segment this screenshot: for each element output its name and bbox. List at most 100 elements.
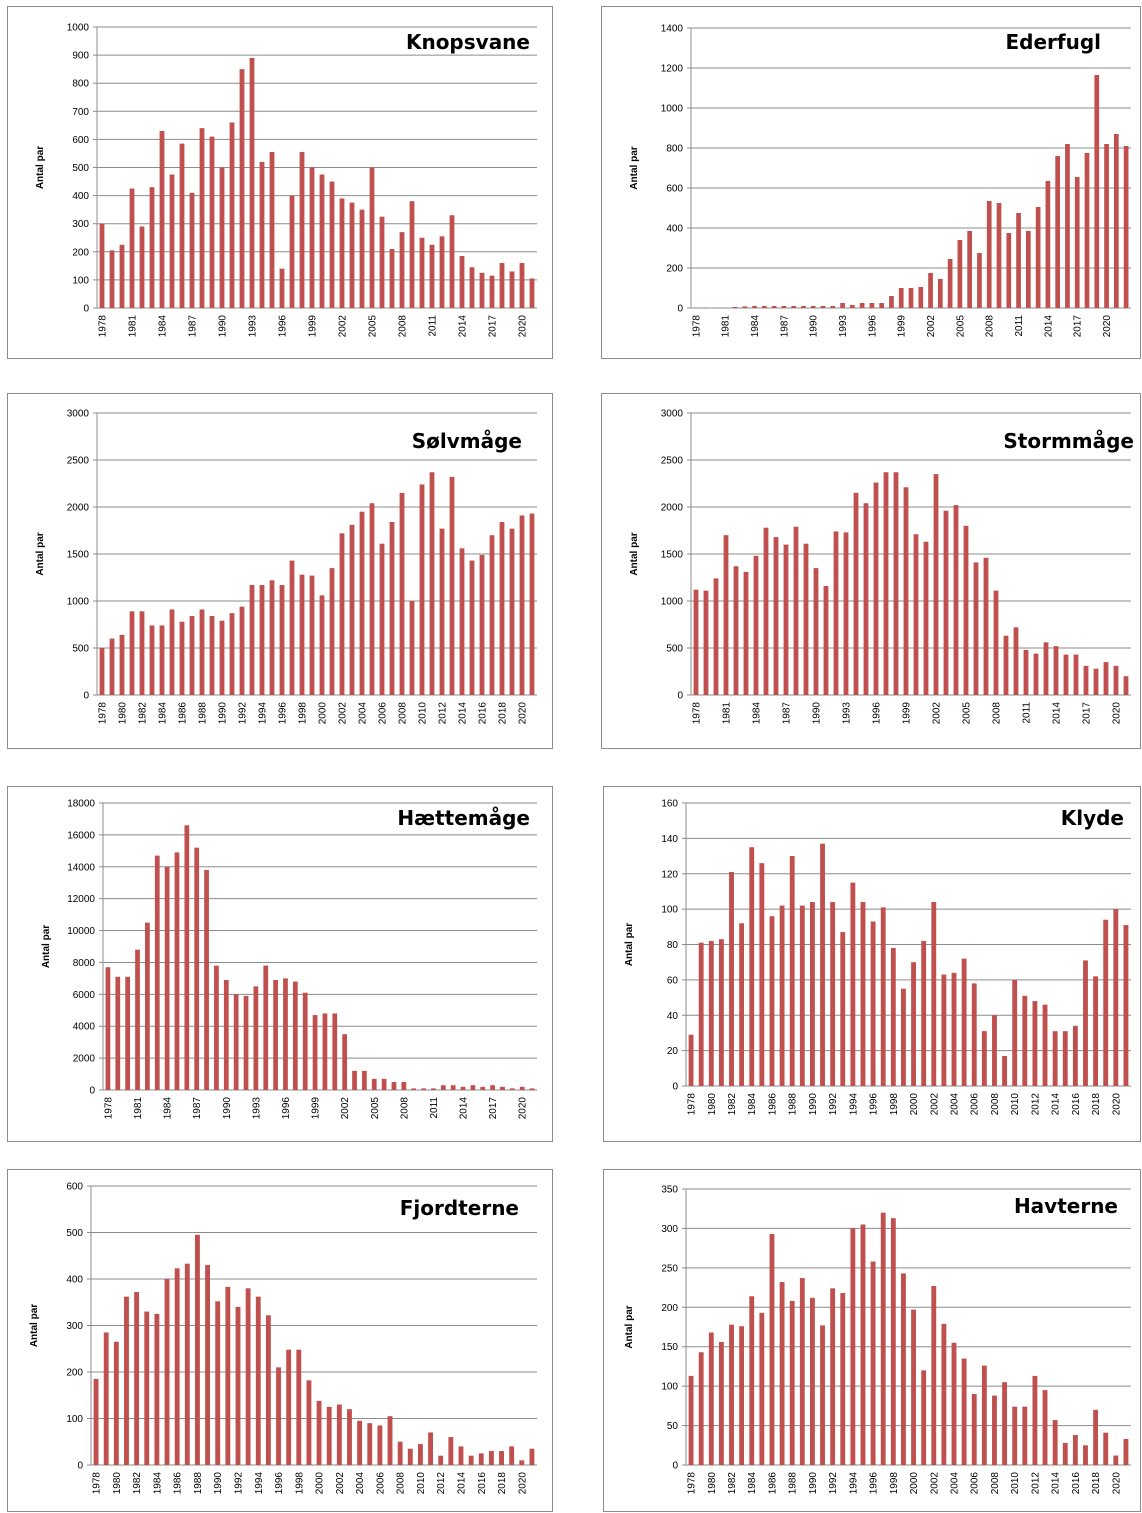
bar-knopsvane-2016 bbox=[480, 273, 485, 308]
bar-solvmage-2001 bbox=[330, 568, 335, 695]
y-tick-label: 100 bbox=[66, 1414, 83, 1425]
x-tick-label: 1980 bbox=[112, 1472, 123, 1495]
x-tick-label: 2010 bbox=[416, 1472, 427, 1495]
bar-havterne-1985 bbox=[759, 1313, 764, 1465]
bar-ederfugl-2022 bbox=[1124, 146, 1129, 308]
bar-fjordterne-1979 bbox=[104, 1332, 109, 1465]
chart-title: Hættemåge bbox=[397, 806, 530, 830]
x-tick-label: 1996 bbox=[872, 702, 883, 725]
x-tick-label: 1993 bbox=[838, 315, 849, 338]
bar-solvmage-1990 bbox=[220, 621, 225, 695]
bar-ederfugl-1990 bbox=[811, 306, 816, 308]
x-tick-label: 2004 bbox=[950, 1472, 961, 1495]
bar-stormmage-1988 bbox=[794, 527, 799, 695]
bar-knopsvane-2012 bbox=[440, 236, 445, 308]
y-tick-label: 50 bbox=[667, 1421, 679, 1432]
bar-knopsvane-2021 bbox=[530, 278, 535, 308]
bar-ederfugl-2015 bbox=[1055, 156, 1060, 308]
bar-ederfugl-1994 bbox=[850, 305, 855, 308]
x-tick-label: 2014 bbox=[1051, 1472, 1062, 1495]
x-tick-label: 1996 bbox=[278, 315, 289, 338]
bar-klyde-1996 bbox=[871, 922, 876, 1086]
x-tick-label: 1994 bbox=[254, 1472, 265, 1495]
bar-fjordterne-1989 bbox=[205, 1265, 210, 1465]
y-tick-label: 500 bbox=[666, 644, 683, 655]
bar-stormmage-2014 bbox=[1054, 646, 1059, 695]
bar-solvmage-2011 bbox=[430, 472, 435, 695]
y-axis-title: Antal par bbox=[624, 923, 635, 966]
bar-ederfugl-2019 bbox=[1094, 75, 1099, 308]
bar-solvmage-1979 bbox=[110, 639, 115, 695]
bar-fjordterne-2004 bbox=[357, 1421, 362, 1465]
bar-fjordterne-2011 bbox=[428, 1432, 433, 1465]
bar-knopsvane-1981 bbox=[130, 189, 135, 308]
y-tick-label: 18000 bbox=[67, 799, 95, 810]
bar-stormmage-2017 bbox=[1084, 666, 1089, 695]
x-tick-label: 1992 bbox=[828, 1093, 839, 1116]
bar-haettemage-1978 bbox=[106, 967, 111, 1090]
x-tick-label: 1978 bbox=[98, 702, 109, 725]
bar-solvmage-2019 bbox=[510, 529, 515, 695]
bar-solvmage-2004 bbox=[360, 512, 365, 695]
bar-knopsvane-2005 bbox=[370, 168, 375, 309]
x-tick-label: 1987 bbox=[192, 1097, 203, 1120]
bar-knopsvane-2007 bbox=[390, 249, 395, 308]
x-tick-label: 2020 bbox=[1112, 702, 1123, 725]
bar-knopsvane-2004 bbox=[360, 210, 365, 308]
bar-stormmage-1984 bbox=[754, 556, 759, 695]
bar-knopsvane-2020 bbox=[520, 263, 525, 308]
x-tick-label: 1988 bbox=[198, 702, 209, 725]
x-tick-label: 2008 bbox=[399, 1097, 410, 1120]
y-tick-label: 500 bbox=[72, 644, 89, 655]
bar-klyde-2002 bbox=[931, 902, 936, 1086]
bar-havterne-2020 bbox=[1113, 1456, 1118, 1465]
bar-fjordterne-1996 bbox=[276, 1367, 281, 1465]
x-tick-label: 2002 bbox=[929, 1472, 940, 1495]
bar-solvmage-1999 bbox=[310, 576, 315, 695]
bar-solvmage-2003 bbox=[350, 525, 355, 695]
bar-fjordterne-1997 bbox=[286, 1350, 291, 1465]
bar-solvmage-1978 bbox=[100, 648, 105, 695]
x-tick-label: 1990 bbox=[809, 315, 820, 338]
bar-haettemage-2000 bbox=[323, 1013, 328, 1090]
bar-ederfugl-2012 bbox=[1026, 231, 1031, 308]
bar-havterne-2002 bbox=[931, 1286, 936, 1465]
x-tick-label: 1999 bbox=[902, 702, 913, 725]
bar-havterne-2008 bbox=[992, 1396, 997, 1465]
x-tick-label: 1990 bbox=[218, 702, 229, 725]
bar-klyde-2015 bbox=[1063, 1031, 1068, 1086]
bar-haettemage-1991 bbox=[234, 994, 239, 1090]
bar-klyde-2011 bbox=[1022, 996, 1027, 1086]
bar-stormmage-2011 bbox=[1024, 650, 1029, 695]
x-tick-label: 2018 bbox=[1091, 1472, 1102, 1495]
bar-klyde-2012 bbox=[1032, 1001, 1037, 1086]
x-tick-label: 2014 bbox=[459, 1097, 470, 1120]
bar-havterne-1989 bbox=[800, 1278, 805, 1465]
x-tick-label: 1993 bbox=[842, 702, 853, 725]
bar-fjordterne-1981 bbox=[124, 1297, 129, 1465]
bar-solvmage-2002 bbox=[340, 533, 345, 695]
y-tick-label: 150 bbox=[661, 1342, 678, 1353]
bar-knopsvane-1999 bbox=[310, 168, 315, 309]
bar-klyde-1990 bbox=[810, 902, 815, 1086]
x-tick-label: 2014 bbox=[1043, 315, 1054, 338]
bar-havterne-1991 bbox=[820, 1325, 825, 1465]
bar-haettemage-2020 bbox=[520, 1087, 525, 1090]
bar-havterne-2021 bbox=[1124, 1439, 1129, 1465]
chart-title: Klyde bbox=[1061, 806, 1124, 830]
bar-stormmage-2001 bbox=[924, 542, 929, 695]
x-tick-label: 2011 bbox=[428, 315, 439, 337]
x-tick-label: 2006 bbox=[375, 1472, 386, 1495]
bar-solvmage-2013 bbox=[450, 477, 455, 695]
x-tick-label: 1984 bbox=[752, 702, 763, 725]
x-tick-label: 1990 bbox=[213, 1472, 224, 1495]
bar-havterne-2016 bbox=[1073, 1435, 1078, 1465]
x-tick-label: 2002 bbox=[926, 315, 937, 338]
bar-havterne-2009 bbox=[1002, 1382, 1007, 1465]
x-tick-label: 2008 bbox=[985, 315, 996, 338]
bar-klyde-1998 bbox=[891, 948, 896, 1086]
bar-ederfugl-2000 bbox=[909, 288, 914, 308]
y-tick-label: 3000 bbox=[67, 409, 90, 420]
y-tick-label: 300 bbox=[661, 1224, 678, 1235]
